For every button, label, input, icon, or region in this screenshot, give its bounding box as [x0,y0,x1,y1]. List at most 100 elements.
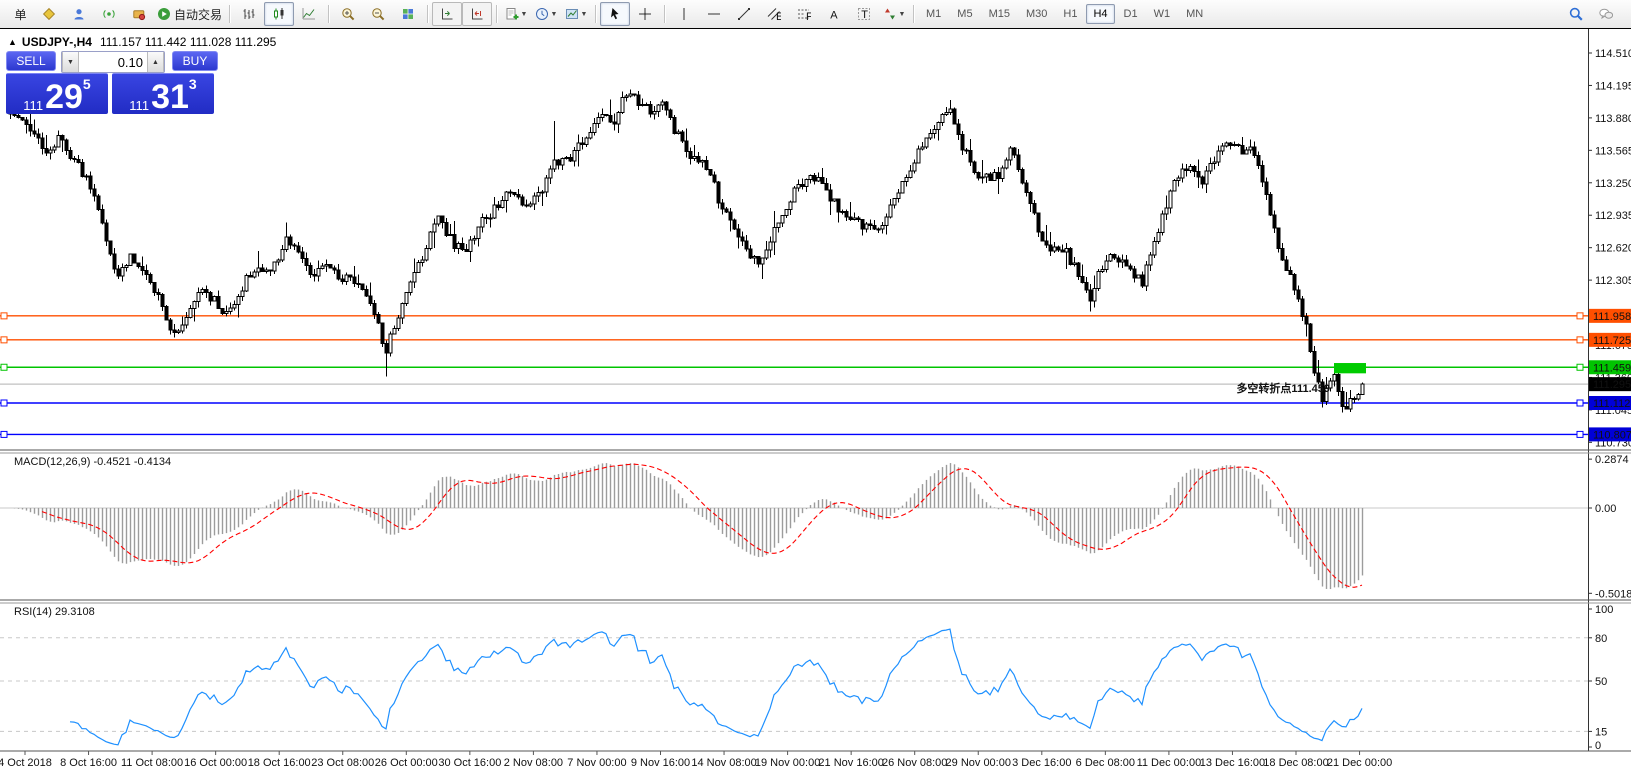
text-button[interactable]: A [819,2,849,26]
hline-handle[interactable] [0,430,8,438]
auto-trading-button[interactable]: 自动交易 [154,2,225,26]
timeframe-toolbar: M1 M5 M15 M30 H1 H4 D1 W1 MN [918,4,1211,24]
highlight-rectangle[interactable] [1334,363,1366,374]
hline-handle[interactable] [0,399,8,407]
timeframe-mn-button[interactable]: MN [1186,8,1204,20]
hline-handle[interactable] [0,312,8,320]
fibonacci-button[interactable]: F [789,2,819,26]
auto-trading-icon [158,8,170,20]
chevron-down-icon[interactable]: ▼ [550,10,558,18]
hline-handle[interactable] [0,363,8,371]
sell-price-box[interactable]: 111 29 5 [6,73,108,114]
timeframe-m1-button[interactable]: M1 [926,8,942,20]
chart-shift-button[interactable] [462,2,493,26]
auto-trading-button-label: 自动交易 [174,7,223,22]
alerts-icon [103,10,115,18]
trendline-icon [738,8,751,20]
profiles-button[interactable] [64,2,94,26]
toolbar-separator [496,5,498,23]
hline-handle[interactable] [1576,336,1584,344]
price-badge-label: 110.807 [1593,429,1631,441]
price-badge [1589,308,1631,323]
sell-button[interactable]: SELL [6,51,56,71]
templates-button[interactable]: ▼ [561,2,591,26]
new-order-button[interactable]: 单 [4,2,34,26]
tile-windows-button[interactable] [393,2,423,26]
hline-handle[interactable] [0,336,8,344]
chart-canvas[interactable]: 多空转折点111.459 MACD(12,26,9) -0.4521 -0.413… [0,29,1631,776]
market-watch-button[interactable] [124,2,154,26]
timeframe-m5-button[interactable]: M5 [957,8,973,20]
chevron-down-icon[interactable]: ▼ [580,10,588,18]
price-axis-label: 113.565 [1595,145,1631,157]
zoom-out-button[interactable] [363,2,393,26]
volume-increase-button[interactable]: ▲ [147,52,164,72]
search-button[interactable] [1561,2,1591,26]
toolbar-right [1561,2,1627,26]
time-axis-label: 4 Oct 2018 [0,757,52,769]
time-axis-label: 26 Nov 08:00 [882,757,947,769]
sell-price-sup: 5 [82,76,91,92]
buy-button[interactable]: BUY [172,51,218,71]
arrows-button[interactable]: ▼ [879,2,909,26]
volume-input[interactable] [79,52,147,72]
chevron-down-icon[interactable]: ▼ [520,10,528,18]
horizontal-line-button[interactable] [699,2,729,26]
timeframe-w1-button[interactable]: W1 [1153,8,1171,20]
time-axis-label: 18 Oct 16:00 [248,757,311,769]
chat-button[interactable] [1591,2,1621,26]
chevron-down-icon[interactable]: ▼ [898,10,906,18]
rsi-axis-label: 0 [1595,740,1601,752]
price-badge [1589,360,1631,375]
rsi-line [69,628,1363,746]
chart-area[interactable]: 多空转折点111.459 MACD(12,26,9) -0.4521 -0.413… [0,28,1631,776]
collapse-panel-icon[interactable]: ▲ [8,37,17,47]
crosshair-button[interactable] [630,2,660,26]
auto-scroll-button[interactable] [432,2,463,26]
periods-button[interactable]: ▼ [531,2,561,26]
buy-price-box[interactable]: 111 31 3 [112,73,214,114]
volume-decrease-button[interactable]: ▼ [62,52,79,72]
timeframe-m30-button[interactable]: M30 [1025,8,1048,20]
time-axis-label: 11 Oct 08:00 [121,757,183,769]
hline-handle[interactable] [1576,312,1584,320]
vertical-line-button[interactable] [669,2,699,26]
equidistant-channel-icon: E [767,8,781,21]
horizontal-line-objects[interactable] [0,312,1588,438]
candlestick-chart-button[interactable] [264,2,295,26]
price-badge [1589,395,1631,410]
hline-handle[interactable] [1576,399,1584,407]
indicators-icon [506,8,519,20]
macd-label: MACD(12,26,9) -0.4521 -0.4134 [14,456,171,468]
time-axis-label: 29 Nov 00:00 [946,757,1011,769]
timeframe-h1-button[interactable]: H1 [1063,8,1078,20]
line-chart-button[interactable] [294,2,324,26]
hline-handle[interactable] [1576,363,1584,371]
time-axis-label: 2 Nov 08:00 [504,757,563,769]
market-watch-icon [133,10,146,21]
search-icon [1569,7,1583,21]
equidistant-channel-button[interactable]: E [759,2,789,26]
hline-handle[interactable] [1576,430,1584,438]
zoom-in-button[interactable] [333,2,363,26]
pivot-annotation-text[interactable]: 多空转折点111.459 [1236,381,1330,395]
timeframe-h4-button[interactable]: H4 [1086,4,1115,24]
new-order-button-label: 单 [14,7,27,22]
chart-annotations: 多空转折点111.459 [1236,363,1366,395]
indicators-button[interactable]: ▼ [501,2,531,26]
time-axis-label: 19 Nov 00:00 [755,757,820,769]
bar-chart-icon [243,9,255,19]
timeframe-m15-button[interactable]: M15 [988,8,1010,20]
rsi-axis-label: 100 [1595,604,1613,616]
new-chart-button[interactable] [34,2,64,26]
text-label-button[interactable]: T [849,2,879,26]
trendline-button[interactable] [729,2,759,26]
cursor-button[interactable] [600,2,631,26]
bar-chart-button[interactable] [234,2,264,26]
timeframe-d1-button[interactable]: D1 [1123,8,1138,20]
fibonacci-icon: F [798,9,811,21]
price-axis-label: 112.935 [1595,210,1631,222]
rsi-axis-label: 80 [1595,633,1607,645]
alerts-button[interactable] [94,2,124,26]
price-axis-label: 113.250 [1595,178,1631,190]
